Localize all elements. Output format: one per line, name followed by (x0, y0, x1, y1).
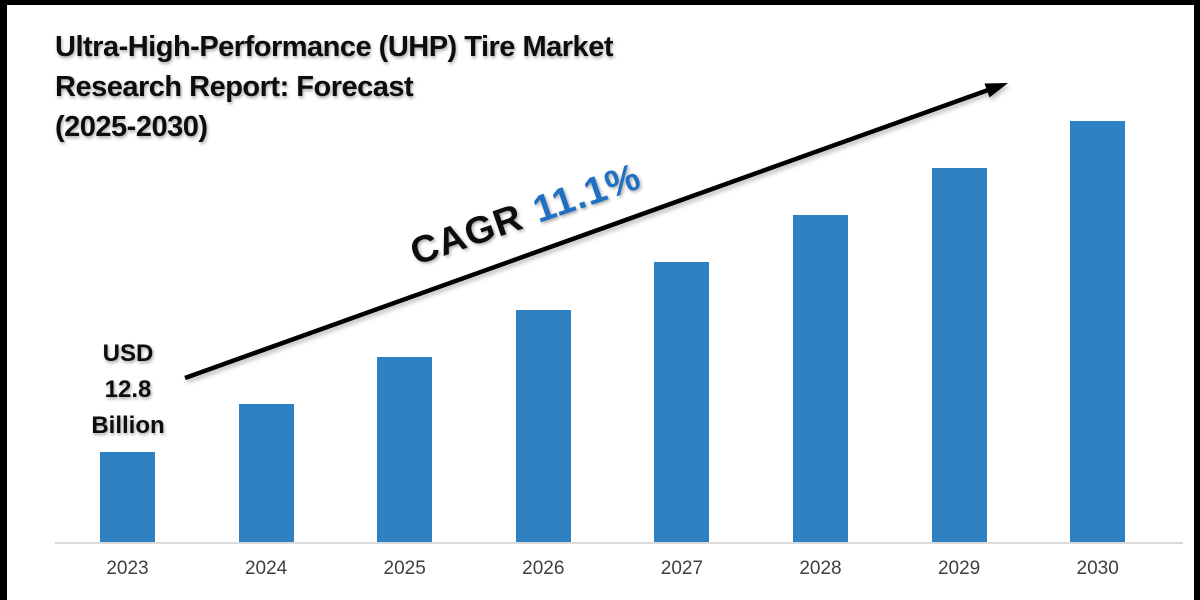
x-axis-label-2029: 2029 (937, 558, 981, 579)
usd-label-line-3: Billion (91, 412, 165, 439)
usd-label-line-2: 12.8 (104, 376, 152, 403)
frame-border-right (1194, 0, 1200, 600)
x-axis-label-2026: 2026 (522, 558, 565, 579)
bar-2028 (793, 215, 848, 542)
bar-2024 (238, 404, 294, 542)
x-axis-label-2025: 2025 (383, 558, 426, 579)
bar-2027 (654, 262, 710, 542)
bar-2029 (931, 168, 987, 542)
chart-title-line-2: Research Report: Forecast (55, 71, 414, 103)
chart-title-line-3: (2025-2030) (55, 111, 208, 143)
bar-2025 (377, 357, 433, 542)
bar-2023 (100, 452, 155, 542)
frame-border-left (0, 0, 7, 600)
bar-2030 (1070, 121, 1126, 542)
first-bar-value-label: USD 12.8 Billion (55, 336, 201, 444)
usd-label-line-1: USD (102, 340, 154, 367)
chart-title: Ultra-High-Performance (UHP) Tire Market… (55, 27, 735, 147)
chart-title-line-1: Ultra-High-Performance (UHP) Tire Market (55, 31, 613, 63)
bar-2026 (515, 310, 571, 542)
x-axis-label-2028: 2028 (799, 558, 842, 579)
frame-border-top (0, 0, 1200, 5)
x-axis-line (55, 542, 1183, 544)
x-axis-label-2027: 2027 (660, 558, 704, 579)
cagr-label: CAGR11.1% (405, 155, 647, 274)
x-axis-label-2024: 2024 (244, 558, 288, 579)
trend-arrow-head (984, 83, 1008, 98)
x-axis-label-2030: 2030 (1076, 558, 1119, 579)
cagr-prefix: CAGR (405, 196, 529, 274)
cagr-value: 11.1% (527, 155, 647, 232)
x-axis-label-2023: 2023 (106, 558, 149, 579)
